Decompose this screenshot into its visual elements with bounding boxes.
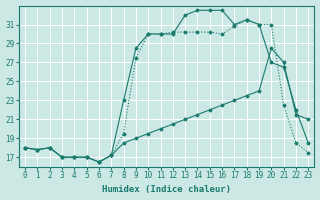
X-axis label: Humidex (Indice chaleur): Humidex (Indice chaleur) [102,185,231,194]
